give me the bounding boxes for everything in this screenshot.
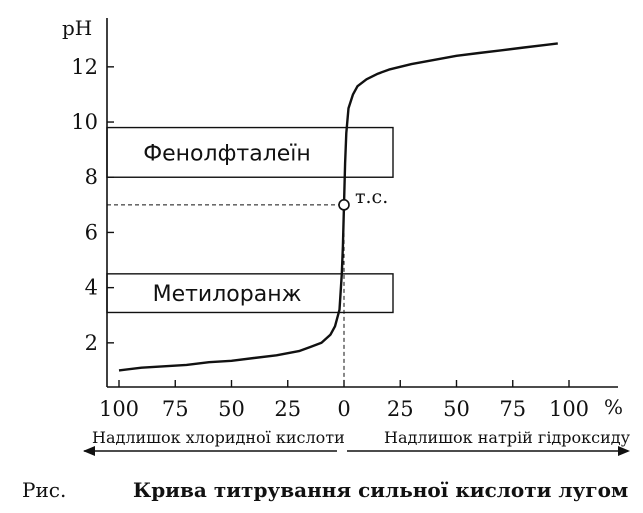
x-tick-label-6: 50 (443, 397, 470, 421)
x-tick-label-4: 0 (337, 397, 350, 421)
figure-caption-prefix: Рис. (22, 478, 67, 502)
left-arrow-head (83, 446, 95, 456)
right-excess-label: Надлишок натрій гідроксиду (384, 428, 631, 447)
plot-area: pH % 2 4 6 8 10 12 100 75 50 25 0 25 50 75 100 Фенолф… (62, 16, 623, 421)
x-tick-label-0: 100 (99, 397, 139, 421)
zone-box-phenolphthalein (106, 126, 394, 178)
y-tick-label-10: 10 (71, 110, 98, 134)
y-tick-label-6: 6 (85, 220, 98, 244)
y-tick-label-8: 8 (85, 165, 98, 189)
x-ticks: 100 75 50 25 0 25 50 75 100 (99, 380, 589, 421)
equivalence-point-marker (338, 199, 350, 211)
x-tick-label-3: 25 (274, 397, 301, 421)
x-tick-label-1: 75 (162, 397, 189, 421)
x-tick-label-8: 100 (549, 397, 589, 421)
zone-label-methyl-orange: Метилоранж (153, 282, 302, 307)
right-arrow-head (618, 446, 630, 456)
x-tick-label-7: 75 (499, 397, 526, 421)
titration-curve (118, 42, 558, 372)
y-tick-label-4: 4 (85, 276, 98, 300)
y-ticks: 2 4 6 8 10 12 (71, 55, 114, 355)
y-tick-label-2: 2 (85, 331, 98, 355)
x-tick-label-2: 50 (218, 397, 245, 421)
zone-box-methyl-orange (106, 273, 394, 314)
y-tick-label-12: 12 (71, 55, 98, 79)
left-excess-label: Надлишок хлоридної кислоти (92, 428, 345, 447)
zone-label-phenolphthalein: Фенолфталеїн (143, 141, 311, 166)
x-tick-label-5: 25 (387, 397, 414, 421)
excess-indicators: Надлишок хлоридної кислоти Надлишок натр… (83, 428, 631, 456)
y-axis-title: pH (62, 16, 92, 40)
x-axis-unit: % (604, 395, 623, 419)
indicator-zones: Фенолфталеїн Метилоранж (106, 126, 394, 314)
equivalence-point-label: т.с. (355, 186, 388, 208)
figure-caption-title: Крива титрування сильної кислоти лугом (133, 478, 629, 502)
